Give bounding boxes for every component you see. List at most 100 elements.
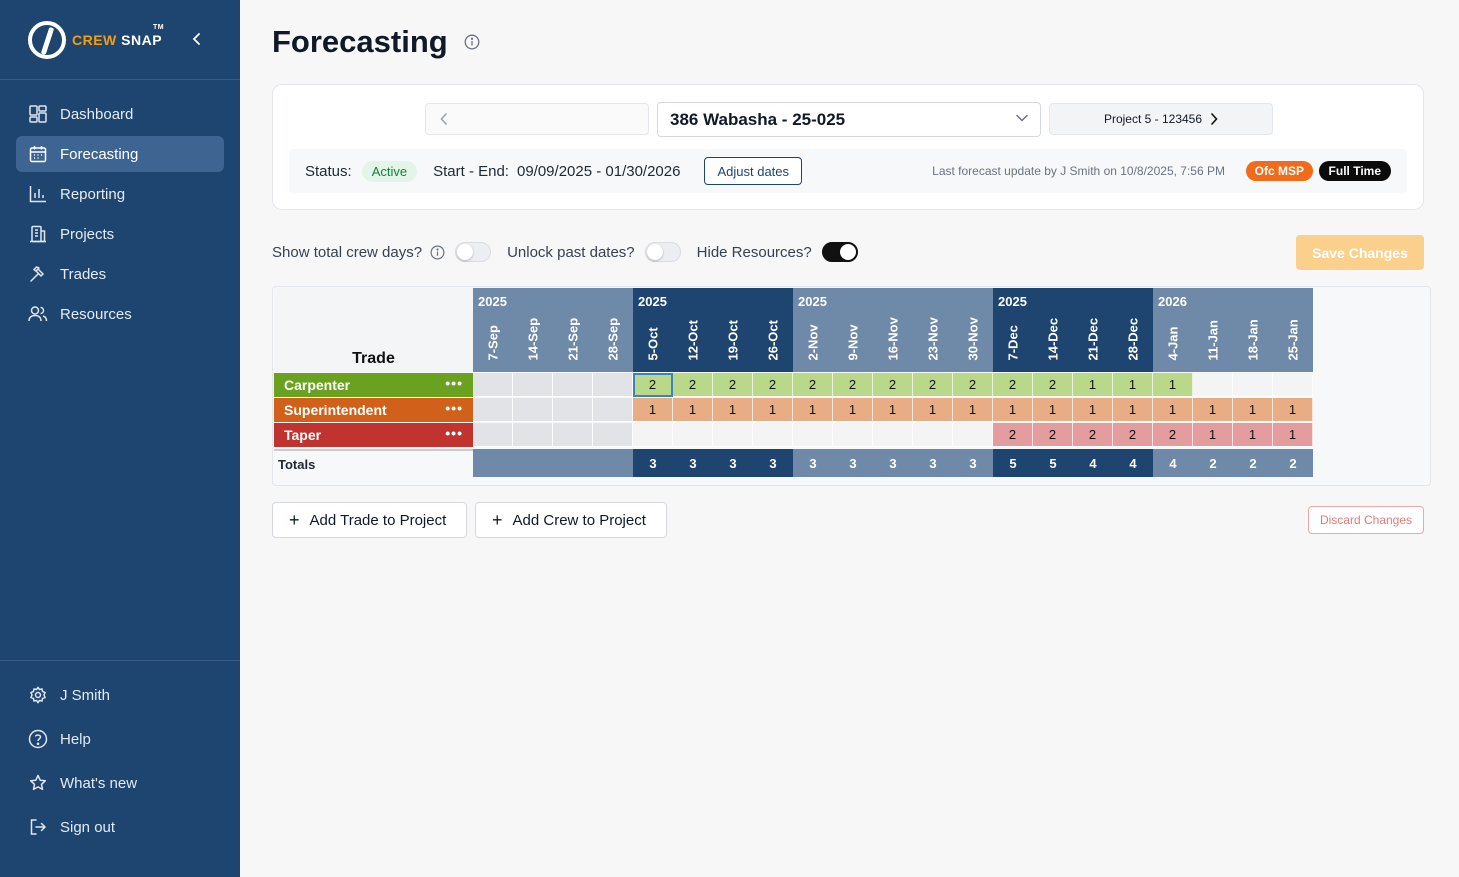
forecast-cell[interactable]: 1 bbox=[1113, 398, 1153, 422]
sidebar-bottom-nav: J Smith Help What's new Sign out bbox=[0, 660, 240, 851]
week-header: 2-Nov bbox=[805, 324, 821, 361]
forecast-cell[interactable]: 2 bbox=[1073, 423, 1113, 447]
forecast-cell[interactable] bbox=[913, 423, 953, 447]
total-cell: 2 bbox=[1233, 449, 1273, 477]
project-status-bar: Status: Active Start - End: 09/09/2025 -… bbox=[289, 149, 1407, 193]
week-header: 18-Jan bbox=[1245, 319, 1261, 361]
total-cell bbox=[593, 449, 633, 477]
trade-row-taper[interactable]: Taper ••• bbox=[274, 423, 473, 447]
forecast-cell[interactable]: 1 bbox=[1273, 423, 1313, 447]
total-cell: 5 bbox=[1033, 449, 1073, 477]
adjust-dates-button[interactable]: Adjust dates bbox=[704, 157, 803, 185]
forecast-cell[interactable]: 1 bbox=[873, 398, 913, 422]
forecast-cell[interactable] bbox=[953, 423, 993, 447]
total-crew-days-toggle[interactable] bbox=[455, 242, 492, 262]
totals-label: Totals bbox=[274, 449, 473, 477]
forecast-cell[interactable] bbox=[1193, 373, 1233, 397]
forecast-cell[interactable]: 2 bbox=[713, 373, 753, 397]
forecast-cell[interactable]: 2 bbox=[1033, 423, 1073, 447]
discard-changes-button[interactable]: Discard Changes bbox=[1308, 506, 1424, 534]
forecast-cell[interactable] bbox=[833, 423, 873, 447]
forecast-cell[interactable] bbox=[1233, 373, 1273, 397]
previous-project-button[interactable] bbox=[425, 103, 649, 135]
nav-item-forecasting[interactable]: Forecasting bbox=[16, 136, 224, 172]
forecast-cell[interactable]: 1 bbox=[673, 398, 713, 422]
employment-tag: Full Time bbox=[1318, 161, 1391, 181]
forecast-cell[interactable]: 2 bbox=[993, 423, 1033, 447]
forecast-cell bbox=[593, 373, 633, 397]
project-select[interactable]: 386 Wabasha - 25-025 bbox=[657, 102, 1041, 137]
unlock-past-dates-toggle[interactable] bbox=[644, 242, 681, 262]
more-options-icon[interactable]: ••• bbox=[445, 400, 463, 416]
forecast-cell[interactable]: 2 bbox=[673, 373, 713, 397]
forecast-cell[interactable]: 2 bbox=[793, 373, 833, 397]
chevron-left-icon bbox=[440, 113, 447, 125]
forecast-cell[interactable]: 1 bbox=[1193, 423, 1233, 447]
forecast-cell[interactable]: 1 bbox=[1193, 398, 1233, 422]
more-options-icon[interactable]: ••• bbox=[445, 375, 463, 391]
info-icon[interactable] bbox=[430, 245, 445, 260]
nav-item-resources[interactable]: Resources bbox=[16, 296, 224, 332]
forecast-cell[interactable]: 1 bbox=[1273, 398, 1313, 422]
brand-name: CREW SNAP TM bbox=[72, 24, 164, 48]
add-trade-button[interactable]: + Add Trade to Project bbox=[272, 502, 467, 538]
forecast-cell[interactable] bbox=[673, 423, 713, 447]
forecast-cell[interactable] bbox=[1273, 373, 1313, 397]
forecast-cell[interactable]: 1 bbox=[1233, 423, 1273, 447]
forecast-cell[interactable]: 2 bbox=[1033, 373, 1073, 397]
trade-row-superintendent[interactable]: Superintendent ••• bbox=[274, 398, 473, 422]
forecast-cell[interactable]: 1 bbox=[1233, 398, 1273, 422]
forecast-cell[interactable] bbox=[713, 423, 753, 447]
nav-item-user-settings[interactable]: J Smith bbox=[16, 675, 224, 715]
forecast-cell[interactable]: 1 bbox=[633, 398, 673, 422]
save-changes-button[interactable]: Save Changes bbox=[1296, 235, 1424, 270]
forecast-cell[interactable]: 2 bbox=[993, 373, 1033, 397]
forecast-cell[interactable]: 1 bbox=[793, 398, 833, 422]
nav-item-help[interactable]: Help bbox=[16, 719, 224, 759]
nav-item-projects[interactable]: Projects bbox=[16, 216, 224, 252]
forecast-cell[interactable]: 1 bbox=[1113, 373, 1153, 397]
forecast-cell[interactable]: 1 bbox=[833, 398, 873, 422]
forecast-cell[interactable]: 1 bbox=[953, 398, 993, 422]
collapse-sidebar-button[interactable] bbox=[188, 30, 206, 48]
forecast-cell[interactable]: 1 bbox=[993, 398, 1033, 422]
nav-item-whats-new[interactable]: What's new bbox=[16, 763, 224, 803]
forecast-cell[interactable]: 2 bbox=[1153, 423, 1193, 447]
nav-item-trades[interactable]: Trades bbox=[16, 256, 224, 292]
nav-item-label: Help bbox=[60, 730, 91, 748]
forecast-cell[interactable]: 2 bbox=[953, 373, 993, 397]
trade-row-carpenter[interactable]: Carpenter ••• bbox=[274, 373, 473, 397]
forecast-cell[interactable]: 1 bbox=[1073, 373, 1113, 397]
add-crew-button[interactable]: + Add Crew to Project bbox=[475, 502, 667, 538]
week-header: 5-Oct bbox=[645, 327, 661, 361]
hide-resources-toggle[interactable] bbox=[821, 242, 858, 262]
more-options-icon[interactable]: ••• bbox=[445, 425, 463, 441]
forecast-cell bbox=[593, 423, 633, 447]
nav-item-label: J Smith bbox=[60, 686, 111, 704]
forecast-cell[interactable]: 2 bbox=[833, 373, 873, 397]
forecast-cell[interactable]: 1 bbox=[1073, 398, 1113, 422]
forecast-cell[interactable]: 1 bbox=[753, 398, 793, 422]
forecast-cell[interactable] bbox=[753, 423, 793, 447]
forecast-cell[interactable] bbox=[633, 423, 673, 447]
forecast-cell[interactable] bbox=[793, 423, 833, 447]
forecast-cell[interactable]: 1 bbox=[1153, 398, 1193, 422]
forecast-cell[interactable]: 2 bbox=[1113, 423, 1153, 447]
forecast-cell[interactable]: 1 bbox=[1033, 398, 1073, 422]
forecast-cell[interactable]: 1 bbox=[713, 398, 753, 422]
forecast-cell[interactable]: 1 bbox=[913, 398, 953, 422]
total-cell: 3 bbox=[833, 449, 873, 477]
forecast-cell[interactable]: 2 bbox=[753, 373, 793, 397]
forecast-cell[interactable] bbox=[873, 423, 913, 447]
next-project-button[interactable]: Project 5 - 123456 bbox=[1049, 103, 1273, 135]
forecast-cell[interactable]: 2 bbox=[633, 373, 673, 397]
forecast-cell[interactable]: 2 bbox=[873, 373, 913, 397]
nav-item-sign-out[interactable]: Sign out bbox=[16, 807, 224, 847]
forecast-cell[interactable]: 2 bbox=[913, 373, 953, 397]
nav-item-dashboard[interactable]: Dashboard bbox=[16, 96, 224, 132]
week-header: 26-Oct bbox=[765, 320, 781, 361]
month-header: 2025 5-Oct 12-Oct 19-Oct 26-Oct bbox=[633, 288, 793, 372]
nav-item-reporting[interactable]: Reporting bbox=[16, 176, 224, 212]
forecast-cell[interactable]: 1 bbox=[1153, 373, 1193, 397]
info-icon[interactable] bbox=[464, 34, 480, 50]
